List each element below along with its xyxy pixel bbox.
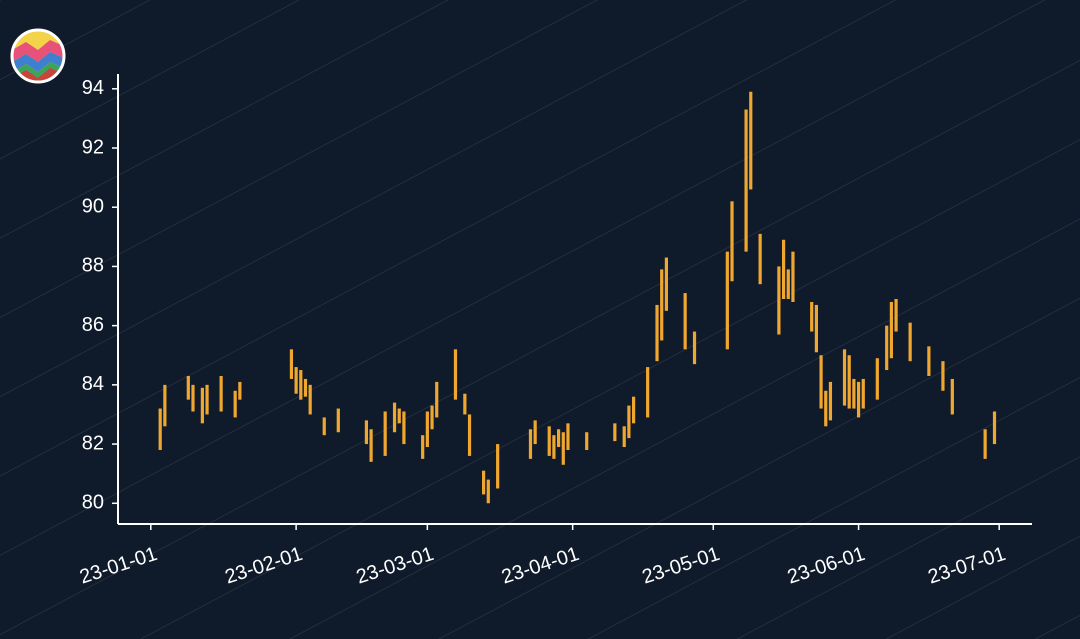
range-bar [556, 429, 561, 448]
range-bar [660, 269, 664, 341]
range-bar [730, 201, 734, 282]
y-tick-label: 92 [82, 136, 104, 158]
range-bar [308, 384, 312, 415]
range-bar [191, 384, 195, 412]
range-bar [294, 367, 298, 394]
range-bar [289, 349, 294, 379]
range-bar [561, 432, 565, 465]
range-bar [810, 301, 814, 332]
range-bar [781, 239, 786, 299]
range-bar [552, 435, 556, 459]
range-bar [983, 429, 987, 459]
range-bar [238, 381, 242, 400]
range-bar [613, 423, 617, 442]
range-bar [158, 408, 162, 450]
range-bar [299, 370, 303, 400]
range-bar [392, 402, 397, 433]
range-bar [842, 349, 847, 406]
range-bar [744, 109, 748, 252]
range-bar [875, 358, 879, 400]
range-bar [950, 378, 954, 415]
range-bar [425, 411, 429, 448]
range-bar [692, 331, 697, 365]
range-bar [819, 355, 823, 409]
range-bar [725, 251, 729, 350]
range-bar [814, 304, 818, 353]
range-bar [585, 432, 589, 450]
range-bar [777, 266, 781, 335]
range-bar [631, 396, 636, 424]
range-bar [749, 91, 753, 190]
range-bar [885, 325, 889, 371]
range-bar [683, 293, 687, 350]
range-bar [828, 381, 833, 421]
range-bar [453, 349, 458, 400]
range-bar [528, 429, 533, 459]
range-bar [467, 414, 472, 456]
range-bar [200, 387, 204, 424]
range-bar [219, 375, 223, 412]
range-bar [186, 375, 190, 400]
range-bar [852, 378, 856, 409]
range-bar [205, 384, 209, 415]
range-bar [533, 420, 537, 445]
range-bar [383, 411, 387, 456]
y-tick-label: 88 [82, 255, 104, 277]
range-bar [430, 405, 434, 430]
y-tick-label: 86 [82, 314, 104, 336]
range-bar [322, 417, 326, 436]
range-bar [303, 378, 308, 397]
logo-ring [10, 28, 66, 84]
range-bar [927, 346, 931, 376]
range-bar [435, 381, 439, 418]
range-bar [941, 361, 945, 391]
range-bar [824, 390, 828, 427]
range-bar [622, 426, 626, 448]
range-bar [894, 299, 898, 332]
range-bar [233, 390, 237, 418]
range-bar [421, 435, 425, 459]
range-bar [336, 408, 340, 433]
range-bar [627, 405, 631, 439]
range-bar [547, 426, 551, 456]
y-tick-label: 94 [82, 77, 104, 99]
range-bar [847, 355, 851, 409]
range-bar [908, 322, 912, 362]
range-bar [646, 367, 650, 418]
y-tick-label: 80 [82, 492, 104, 514]
range-bar [889, 301, 893, 359]
range-bar [861, 378, 865, 409]
range-bar [566, 423, 570, 450]
y-tick-label: 90 [82, 196, 104, 218]
range-bar [856, 381, 861, 418]
range-bar [397, 408, 401, 424]
range-bar [791, 251, 795, 302]
range-bar [369, 429, 373, 462]
range-bar [786, 269, 790, 299]
range-bar [486, 479, 490, 504]
y-tick-label: 84 [82, 373, 104, 395]
range-bar [758, 233, 762, 285]
range-bar [496, 444, 500, 489]
range-bar [664, 257, 668, 311]
y-tick-label: 82 [82, 432, 104, 454]
range-bar [364, 420, 369, 445]
range-bar [992, 411, 997, 445]
range-bar [655, 304, 659, 362]
range-bar [482, 470, 486, 495]
range-bar [163, 384, 167, 427]
range-bar [463, 393, 467, 415]
range-bar [402, 411, 406, 445]
